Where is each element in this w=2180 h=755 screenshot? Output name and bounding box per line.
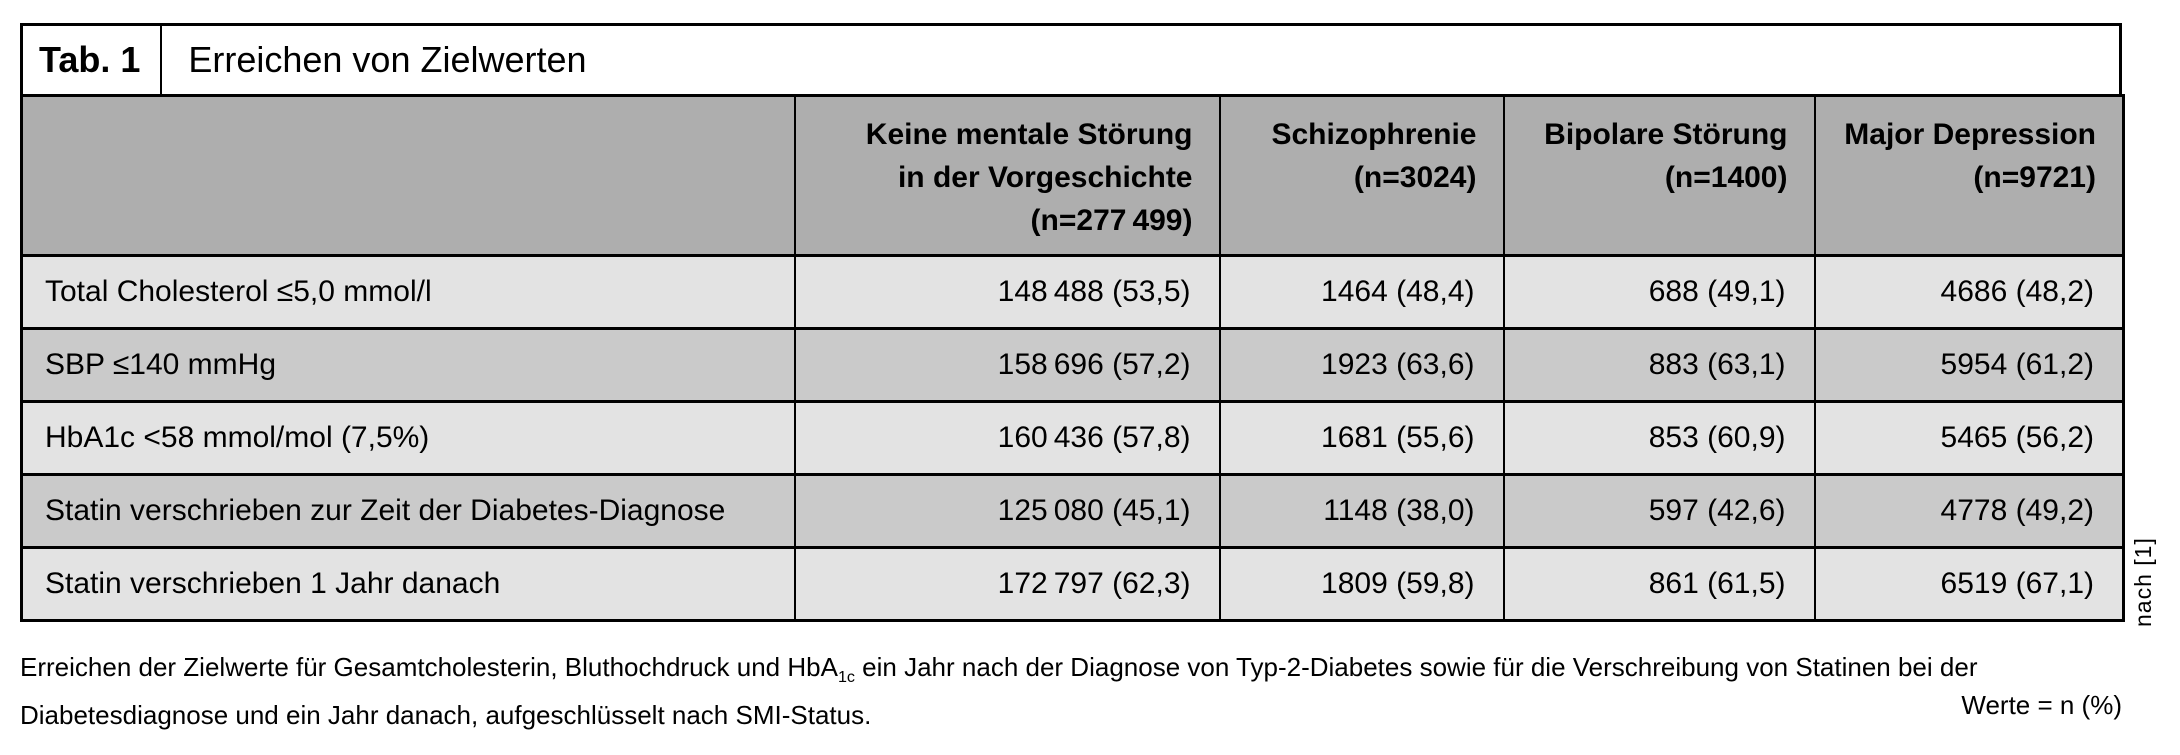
row-label: SBP ≤140 mmHg	[20, 327, 796, 403]
cell-value: 148 488 (53,5)	[793, 254, 1221, 330]
header-line: Bipolare Störung	[1544, 118, 1788, 151]
cell-value: 5465 (56,2)	[1813, 400, 2125, 476]
table-row: HbA1c <58 mmol/mol (7,5%) 160 436 (57,8)…	[20, 400, 2125, 476]
table-row: Statin verschrieben 1 Jahr danach 172 79…	[20, 546, 2125, 622]
row-label: HbA1c <58 mmol/mol (7,5%)	[20, 400, 796, 476]
cell-value: 172 797 (62,3)	[793, 546, 1221, 622]
cell-value: 1809 (59,8)	[1218, 546, 1505, 622]
header-line: in der Vorgeschichte	[897, 161, 1193, 194]
cell-value: 1923 (63,6)	[1218, 327, 1505, 403]
table-title: Erreichen von Zielwerten	[188, 39, 587, 80]
header-row: Keine mentale Störung in der Vorgeschich…	[20, 94, 2125, 257]
header-line: Major Depression	[1844, 118, 2096, 151]
header-line: (n=1400)	[1664, 161, 1788, 194]
header-line: (n=3024)	[1353, 161, 1477, 194]
table-title-bar: Tab. 1 Erreichen von Zielwerten	[20, 23, 2122, 97]
header-line: Keine mentale Störung	[865, 118, 1193, 151]
cell-value: 158 696 (57,2)	[793, 327, 1221, 403]
header-line: Schizophrenie	[1271, 118, 1477, 151]
cell-value: 883 (63,1)	[1502, 327, 1816, 403]
table-row: Total Cholesterol ≤5,0 mmol/l 148 488 (5…	[20, 254, 2125, 330]
table-caption: Erreichen der Zielwerte für Gesamtcholes…	[20, 648, 2122, 730]
row-label: Statin verschrieben zur Zeit der Diabete…	[20, 473, 796, 549]
table-number-label: Tab. 1	[23, 26, 163, 94]
results-table: Keine mentale Störung in der Vorgeschich…	[20, 94, 2125, 622]
row-label: Total Cholesterol ≤5,0 mmol/l	[20, 254, 796, 330]
values-note: Werte = n (%)	[1961, 690, 2122, 720]
caption-subscript: 1c	[837, 668, 855, 687]
source-reference: nach [1]	[2130, 537, 2156, 627]
table-row: SBP ≤140 mmHg 158 696 (57,2) 1923 (63,6)…	[20, 327, 2125, 403]
header-col-schizophrenia: Schizophrenie (n=3024)	[1218, 94, 1505, 257]
row-label: Statin verschrieben 1 Jahr danach	[20, 546, 796, 622]
header-col-major-depression: Major Depression (n=9721)	[1813, 94, 2125, 257]
header-col-bipolar: Bipolare Störung (n=1400)	[1502, 94, 1816, 257]
table-row: Statin verschrieben zur Zeit der Diabete…	[20, 473, 2125, 549]
cell-value: 160 436 (57,8)	[793, 400, 1221, 476]
cell-value: 4686 (48,2)	[1813, 254, 2125, 330]
cell-value: 5954 (61,2)	[1813, 327, 2125, 403]
header-corner-cell	[20, 94, 796, 257]
cell-value: 125 080 (45,1)	[793, 473, 1221, 549]
cell-value: 853 (60,9)	[1502, 400, 1816, 476]
cell-value: 1681 (55,6)	[1218, 400, 1505, 476]
cell-value: 1148 (38,0)	[1218, 473, 1505, 549]
cell-value: 597 (42,6)	[1502, 473, 1816, 549]
cell-value: 688 (49,1)	[1502, 254, 1816, 330]
header-col-no-mental-disorder: Keine mentale Störung in der Vorgeschich…	[793, 94, 1221, 257]
cell-value: 1464 (48,4)	[1218, 254, 1505, 330]
cell-value: 861 (61,5)	[1502, 546, 1816, 622]
caption-text: Erreichen der Zielwerte für Gesamtcholes…	[20, 652, 838, 682]
cell-value: 4778 (49,2)	[1813, 473, 2125, 549]
header-line: (n=9721)	[1973, 161, 2096, 194]
caption-text: ein Jahr nach der Diagnose von Typ-2-Dia…	[20, 652, 1978, 731]
cell-value: 6519 (67,1)	[1813, 546, 2125, 622]
header-line: (n=277 499)	[1030, 204, 1193, 237]
